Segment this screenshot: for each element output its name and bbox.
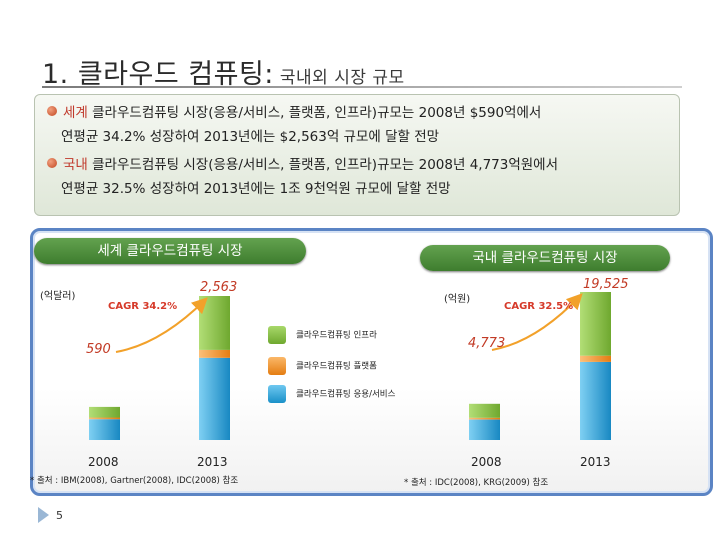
korea-2008-total: 4,773 <box>468 336 506 351</box>
legend-infra: 클라우드컴퓨팅 인프라 <box>268 326 377 344</box>
legend-platform-swatch <box>268 357 286 375</box>
bullet-icon <box>47 158 57 168</box>
world-x-label-2008: 2008 <box>88 455 119 469</box>
page-title: 1. 클라우드 컴퓨팅: 국내외 시장 규모 <box>42 52 405 91</box>
world-2013-total: 2,563 <box>200 280 238 295</box>
title-main: 1. 클라우드 컴퓨팅: <box>42 59 274 90</box>
korea-cagr-label: CAGR 32.5% <box>504 301 574 312</box>
world-cagr-label: CAGR 34.2% <box>108 301 178 312</box>
summary-korea-text: 클라우드컴퓨팅 시장(응용/서비스, 플랫폼, 인프라)규모는 2008년 4,… <box>87 157 559 173</box>
summary-world-line2: 연평균 34.2% 성장하여 2013년에는 $2,563억 규모에 달할 전망 <box>61 129 440 145</box>
summary-box: 세계 클라우드컴퓨팅 시장(응용/서비스, 플랫폼, 인프라)규모는 2008년… <box>34 94 680 216</box>
chart0-bar-2008-infra <box>89 406 120 418</box>
legend-service-swatch <box>268 385 286 403</box>
world-source-note: * 출처 : IBM(2008), Gartner(2008), IDC(200… <box>30 476 239 486</box>
summary-korea-line1: 국내 클라우드컴퓨팅 시장(응용/서비스, 플랫폼, 인프라)규모는 2008년… <box>47 153 558 177</box>
chart1-bar-2008-platform <box>469 417 500 420</box>
legend-platform-label: 클라우드컴퓨팅 플랫폼 <box>296 361 377 372</box>
chart0-growth-arrow <box>115 297 208 353</box>
summary-world-highlight: 세계 <box>63 105 88 121</box>
chart1-bar-2013-platform <box>580 355 611 362</box>
chart1-bar-2013-service <box>580 361 611 440</box>
summary-korea-highlight: 국내 <box>63 157 88 173</box>
summary-world-text: 클라우드컴퓨팅 시장(응용/서비스, 플랫폼, 인프라)규모는 2008년 $5… <box>87 105 542 121</box>
title-divider <box>42 86 682 88</box>
page-arrow-icon <box>38 507 49 523</box>
legend-infra-label: 클라우드컴퓨팅 인프라 <box>296 330 377 341</box>
korea-source-note: * 출처 : IDC(2008), KRG(2009) 참조 <box>404 478 549 488</box>
chart1-bar-2008-infra <box>469 403 500 418</box>
summary-world-line1: 세계 클라우드컴퓨팅 시장(응용/서비스, 플랫폼, 인프라)규모는 2008년… <box>47 101 541 125</box>
legend-infra-swatch <box>268 326 286 344</box>
legend-service: 클라우드컴퓨팅 응용/서비스 <box>268 385 395 403</box>
korea-unit-label: (억원) <box>444 294 471 305</box>
legend-platform: 클라우드컴퓨팅 플랫폼 <box>268 357 377 375</box>
summary-korea-line2: 연평균 32.5% 성장하여 2013년에는 1조 9천억원 규모에 달할 전망 <box>61 181 451 197</box>
korea-chart-header: 국내 클라우드컴퓨팅 시장 <box>420 245 670 271</box>
world-chart-header: 세계 클라우드컴퓨팅 시장 <box>34 238 306 264</box>
chart1-growth-arrow <box>491 293 583 351</box>
title-subtitle: 국내외 시장 규모 <box>279 68 405 88</box>
chart1-bar-2008-service <box>469 419 500 440</box>
chart1-bar-2013-infra <box>580 292 611 356</box>
legend-service-label: 클라우드컴퓨팅 응용/서비스 <box>296 389 396 400</box>
world-unit-label: (억달러) <box>40 291 76 302</box>
bullet-icon <box>47 106 57 116</box>
korea-x-label-2008: 2008 <box>471 455 502 469</box>
world-2008-total: 590 <box>86 342 111 357</box>
chart0-bar-2008-platform <box>89 417 120 420</box>
world-x-label-2013: 2013 <box>197 455 228 469</box>
korea-x-label-2013: 2013 <box>580 455 611 469</box>
korea-2013-total: 19,525 <box>583 277 629 292</box>
chart0-bar-2013-service <box>199 357 230 440</box>
chart0-bar-2013-platform <box>199 349 230 358</box>
chart0-bar-2008-service <box>89 419 120 440</box>
page-number: 5 <box>56 509 63 522</box>
chart0-bar-2013-infra <box>199 296 230 350</box>
